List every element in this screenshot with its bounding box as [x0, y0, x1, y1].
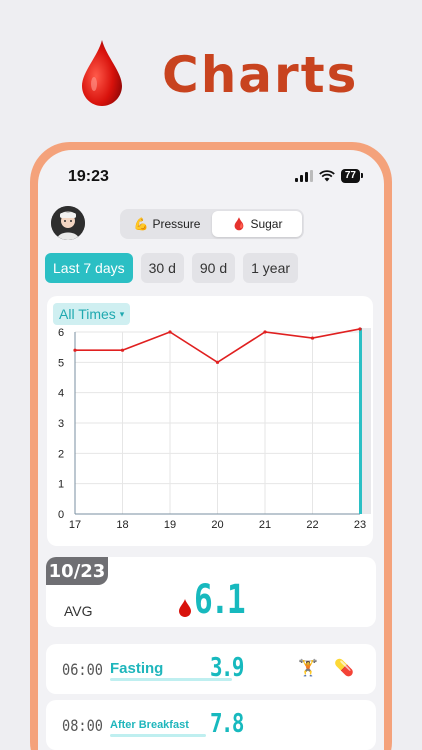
- y-tick-label: 3: [58, 418, 64, 430]
- avg-value: 6.1: [194, 577, 246, 623]
- y-tick-label: 5: [58, 357, 64, 369]
- range-30-days[interactable]: 30 d: [140, 253, 184, 283]
- wifi-icon: [319, 170, 335, 182]
- measurement-switch: 💪 Pressure 🩸 Sugar: [120, 209, 304, 239]
- entry-icons: 🏋️ 💊: [298, 658, 354, 678]
- y-tick-label: 1: [58, 479, 64, 491]
- entry-label: Fasting: [110, 660, 164, 677]
- flexed-biceps-icon: 💪: [133, 217, 149, 231]
- entry-time: 08:00: [62, 716, 103, 735]
- blood-drop-icon: [179, 599, 191, 617]
- x-tick-label: 23: [354, 519, 366, 531]
- y-tick-label: 6: [58, 327, 64, 339]
- weightlifter-icon: 🏋️: [298, 660, 319, 677]
- avatar-image: [51, 206, 85, 240]
- hero-header: Charts: [0, 0, 422, 140]
- data-point: [358, 327, 362, 331]
- status-icons: 77: [294, 169, 364, 183]
- avatar[interactable]: [51, 206, 85, 240]
- range-selector: Last 7 days 30 d 90 d 1 year: [45, 253, 299, 283]
- data-point: [310, 336, 315, 340]
- list-item[interactable]: 06:00 Fasting 3.9 🏋️ 💊: [46, 644, 376, 694]
- y-tick-label: 4: [58, 388, 64, 400]
- signal-icon: [294, 170, 313, 182]
- data-point: [215, 360, 220, 364]
- time-filter-label: All Times: [59, 306, 116, 322]
- battery-indicator: 77: [340, 169, 364, 183]
- x-tick-label: 19: [164, 519, 176, 531]
- chevron-down-icon: ▾: [119, 308, 125, 319]
- range-90-days[interactable]: 90 d: [191, 253, 236, 283]
- phone-frame: 19:23 77: [30, 142, 392, 750]
- daily-summary-card[interactable]: 10/23 AVG 6.1: [46, 557, 376, 627]
- list-item[interactable]: 08:00 After Breakfast 7.8: [46, 700, 376, 750]
- x-tick-label: 20: [211, 519, 223, 531]
- pressure-tab[interactable]: 💪 Pressure: [122, 211, 212, 237]
- status-bar: 19:23 77: [38, 150, 384, 194]
- entry-value: 7.8: [210, 709, 244, 739]
- highlight-bar: [359, 328, 362, 514]
- chart-card: All Times ▾ 0 1 2 3 4 5 6 17 18 19 20 21 22 23: [47, 296, 373, 546]
- label-underline: [110, 734, 206, 737]
- avg-label: AVG: [64, 603, 93, 619]
- status-time: 19:23: [68, 168, 109, 185]
- label-underline: [110, 678, 232, 681]
- time-filter-dropdown[interactable]: All Times ▾: [53, 303, 131, 325]
- pill-icon: 💊: [334, 660, 354, 677]
- sugar-tab-label: Sugar: [250, 217, 283, 231]
- sugar-tab[interactable]: 🩸 Sugar: [212, 211, 302, 237]
- hero-title: Charts: [162, 46, 359, 104]
- x-tick-label: 18: [116, 519, 128, 531]
- summary-date: 10/23: [46, 557, 108, 585]
- y-tick-label: 2: [58, 448, 64, 460]
- app-screen: 19:23 77: [38, 150, 384, 750]
- entry-value: 3.9: [210, 653, 244, 683]
- x-tick-label: 21: [259, 519, 271, 531]
- data-point: [120, 348, 125, 352]
- y-tick-label: 0: [58, 509, 64, 521]
- data-point: [168, 330, 172, 334]
- blood-drop-icon: [82, 40, 122, 106]
- data-point: [263, 330, 267, 334]
- x-tick-label: 22: [306, 519, 318, 531]
- entry-time: 06:00: [62, 660, 103, 679]
- range-1-year[interactable]: 1 year: [243, 253, 299, 283]
- x-tick-label: 17: [69, 519, 81, 531]
- blood-drop-icon: 🩸: [231, 217, 247, 231]
- pressure-tab-label: Pressure: [152, 217, 201, 231]
- entry-label: After Breakfast: [110, 719, 189, 731]
- data-point: [73, 348, 77, 352]
- range-last-7-days[interactable]: Last 7 days: [45, 253, 133, 283]
